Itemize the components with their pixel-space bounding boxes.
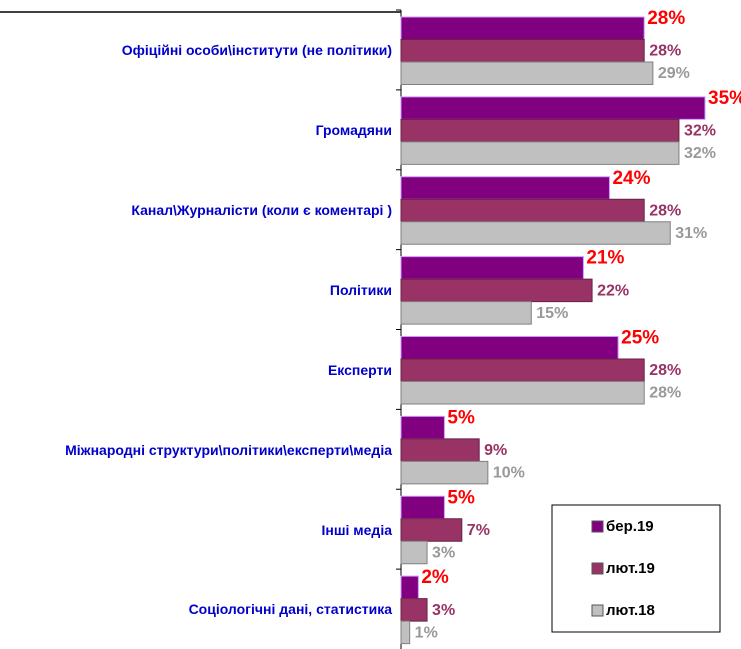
category-label: Канал\Журналісти (коли є коментарі ) <box>0 177 392 245</box>
bar <box>400 620 411 645</box>
category-text: Політики <box>329 281 392 298</box>
bar <box>400 415 445 440</box>
bar <box>400 358 645 382</box>
bar <box>400 198 645 223</box>
category-label: Громадяни <box>0 97 392 165</box>
value-label: 32% <box>684 145 716 162</box>
value-label: 3% <box>432 544 455 561</box>
bar <box>400 61 654 85</box>
legend-box <box>551 504 721 633</box>
value-label: 7% <box>467 522 490 539</box>
value-label: 1% <box>415 624 438 641</box>
value-label: 2% <box>421 567 449 588</box>
value-label: 25% <box>621 328 659 349</box>
category-text: Громадяни <box>315 122 392 139</box>
bar <box>400 96 706 120</box>
bar <box>400 598 428 622</box>
value-label: 28% <box>649 202 681 219</box>
bar <box>400 438 480 462</box>
value-label: 5% <box>447 487 475 508</box>
bar <box>400 278 593 303</box>
bar <box>400 518 463 542</box>
category-text: Інші медіа <box>321 521 393 538</box>
value-label: 21% <box>586 248 624 269</box>
category-text: Соціологічні дані, статистика <box>188 601 392 618</box>
value-label: 24% <box>612 168 650 189</box>
value-label: 22% <box>597 282 629 299</box>
bar <box>400 301 532 325</box>
value-label: 10% <box>493 465 525 482</box>
bar <box>400 381 645 405</box>
bar <box>400 495 445 520</box>
category-text: Експерти <box>327 361 392 378</box>
value-label: 32% <box>684 123 716 140</box>
bar <box>400 460 489 485</box>
legend-swatch <box>591 520 604 533</box>
category-text: Канал\Журналісти (коли є коментарі ) <box>131 202 392 218</box>
category-label: Інші медіа <box>0 496 393 564</box>
bar <box>400 336 619 360</box>
legend-label: лют.18 <box>606 602 655 619</box>
legend-label: лют.19 <box>606 560 655 577</box>
bar <box>400 221 671 245</box>
bar <box>400 256 584 280</box>
value-label: 15% <box>536 305 568 322</box>
value-label: 9% <box>484 442 507 459</box>
bar <box>400 575 419 600</box>
category-text: Міжнародні структури\політики\експерти\м… <box>65 441 392 458</box>
bar <box>400 39 645 63</box>
bar <box>400 16 645 40</box>
value-label: 29% <box>658 65 690 82</box>
value-label: 28% <box>647 8 685 29</box>
value-label: 28% <box>649 43 681 60</box>
bar <box>400 118 680 143</box>
value-label: 28% <box>649 362 681 379</box>
legend-swatch <box>591 604 604 617</box>
category-text: Офіційні особи\інститути (не політики) <box>121 42 392 59</box>
legend-label: бер.19 <box>606 518 654 535</box>
category-label: Офіційні особи\інститути (не політики) <box>0 17 392 85</box>
value-label: 5% <box>447 407 475 428</box>
value-label: 35% <box>708 88 741 109</box>
value-label: 3% <box>432 602 455 619</box>
category-label: Експерти <box>0 337 392 405</box>
value-label: 31% <box>675 225 707 242</box>
category-label: Міжнародні структури\політики\експерти\м… <box>0 416 392 484</box>
bar <box>400 176 610 200</box>
bar <box>400 540 428 565</box>
bar <box>400 141 680 165</box>
category-label: Політики <box>0 257 392 325</box>
legend-swatch <box>591 562 604 575</box>
value-label: 28% <box>649 385 681 402</box>
category-label: Соціологічні дані, статистика <box>0 576 392 644</box>
